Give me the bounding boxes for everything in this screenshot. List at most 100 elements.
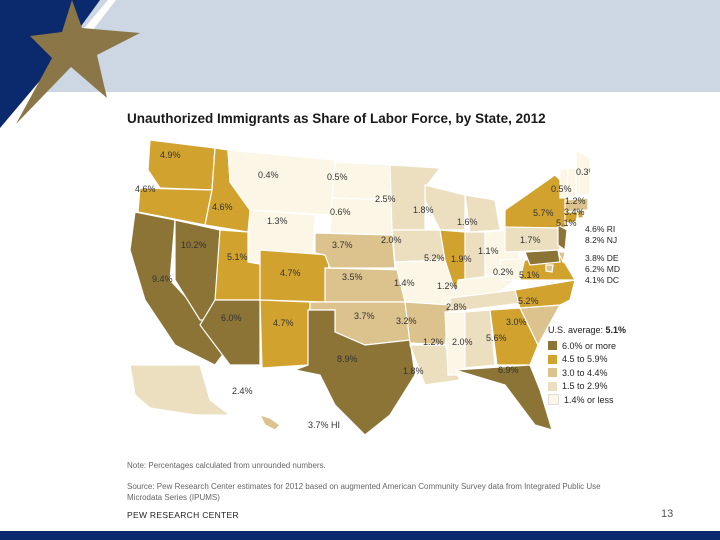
- state-label-NC: 5.2%: [518, 296, 539, 306]
- state-label-LA: 1.8%: [403, 366, 424, 376]
- state-label-VA: 5.1%: [519, 270, 540, 280]
- state-NJ: [557, 223, 568, 252]
- state-label-GA: 5.6%: [486, 333, 507, 343]
- note: Note: Percentages calculated from unroun…: [127, 461, 326, 470]
- state-label-TX: 8.9%: [337, 354, 358, 364]
- source: Source: Pew Research Center estimates fo…: [127, 482, 601, 502]
- state-label-OR: 4.6%: [135, 184, 156, 194]
- state-label-MT: 0.4%: [258, 170, 279, 180]
- legend-item: 1.4% or less: [548, 393, 626, 407]
- state-label-IL: 5.2%: [424, 253, 445, 263]
- state-label-WY: 1.3%: [267, 216, 288, 226]
- state-TX: [292, 309, 416, 436]
- legend-swatch: [548, 381, 557, 391]
- state-label-MO: 1.4%: [394, 278, 415, 288]
- state-label-KS: 3.5%: [342, 272, 363, 282]
- legend-item: 6.0% or more: [548, 339, 626, 353]
- state-label-TN: 2.8%: [446, 302, 467, 312]
- state-AL: [464, 309, 496, 369]
- state-label-OK: 3.7%: [354, 311, 375, 321]
- state-NC: [514, 279, 576, 309]
- state-NM: [259, 299, 311, 369]
- small-state-MD: 6.2% MD: [585, 264, 620, 274]
- state-ME: [575, 148, 590, 196]
- corner-star-logo: [0, 0, 140, 140]
- state-label-OH: 1.1%: [478, 246, 499, 256]
- small-state-DC: 4.1% DC: [585, 275, 620, 285]
- chart-title: Unauthorized Immigrants as Share of Labo…: [127, 111, 546, 126]
- state-label-NM: 4.7%: [273, 318, 294, 328]
- legend-swatch: [548, 354, 557, 364]
- state-label-NE: 3.7%: [332, 240, 353, 250]
- state-GA: [489, 307, 539, 366]
- state-label-AL: 2.0%: [452, 337, 473, 347]
- legend-label: 6.0% or more: [562, 340, 617, 351]
- org-name: PEW RESEARCH CENTER: [127, 510, 239, 520]
- state-label-MS: 1.2%: [423, 337, 444, 347]
- page-number: 13: [661, 508, 674, 520]
- state-MT: [227, 149, 336, 216]
- legend-label: 4.5 to 5.9%: [562, 354, 608, 365]
- state-label-WV: 0.2%: [493, 267, 514, 277]
- state-WA: [147, 140, 216, 191]
- state-WI: [424, 184, 466, 231]
- state-label-SC: 3.0%: [506, 317, 527, 327]
- small-state-DE: 3.8% DE: [585, 253, 619, 263]
- state-label-FL: 6.9%: [498, 365, 519, 375]
- legend: U.S. average: 5.1% 6.0% or more 4.5 to 5.…: [548, 325, 627, 407]
- legend-swatch: [548, 368, 557, 378]
- state-MA: [564, 197, 589, 213]
- state-KS: [324, 267, 406, 303]
- legend-item: 3.0 to 4.4%: [548, 366, 626, 380]
- state-label-MA: 3.4%: [564, 207, 585, 217]
- state-label-NH: 1.2%: [565, 196, 586, 206]
- state-WV: [499, 257, 526, 281]
- state-label-MN: 2.5%: [375, 194, 396, 204]
- state-label-SD: 0.6%: [330, 207, 351, 217]
- small-state-callouts: 4.6% RI 8.2% NJ 3.8% DE 6.2% MD 4.1% DC: [585, 224, 620, 286]
- state-label-IN: 1.9%: [451, 254, 472, 264]
- state-MD: [524, 249, 561, 266]
- state-label-ND: 0.5%: [327, 172, 348, 182]
- state-FL: [454, 364, 553, 431]
- state-MN: [389, 164, 442, 231]
- state-CT: [564, 211, 579, 224]
- bottom-bar: [0, 531, 720, 540]
- state-label-CO: 4.7%: [280, 268, 301, 278]
- star-icon: [16, 0, 140, 124]
- state-DE: [557, 251, 566, 264]
- state-label-PA: 1.7%: [520, 235, 541, 245]
- state-MS: [444, 311, 466, 376]
- state-RI: [577, 209, 584, 219]
- state-KY: [454, 274, 517, 299]
- state-label-CT: 5.1%: [556, 218, 577, 228]
- state-HI: [258, 414, 281, 431]
- small-state-RI: 4.6% RI: [585, 224, 616, 234]
- state-label-VT: 0.5%: [551, 184, 572, 194]
- legend-item: 1.5 to 2.9%: [548, 380, 626, 394]
- state-label-WA: 4.9%: [160, 150, 181, 160]
- header-band: [0, 0, 720, 92]
- state-MI: [464, 194, 501, 233]
- legend-label: 1.4% or less: [564, 394, 614, 405]
- legend-label: 1.5 to 2.9%: [562, 381, 608, 392]
- legend-swatch: [548, 341, 557, 351]
- state-label-IA: 2.0%: [381, 235, 402, 245]
- state-label-HI: 3.7% HI: [308, 420, 340, 430]
- state-label-MI: 1.6%: [457, 217, 478, 227]
- state-label-CA: 9.4%: [152, 274, 173, 284]
- state-AK: [129, 364, 232, 416]
- state-label-AR: 3.2%: [396, 316, 417, 326]
- state-label-AK: 2.4%: [232, 386, 253, 396]
- state-NH: [566, 167, 577, 199]
- state-label-WI: 1.8%: [413, 205, 434, 215]
- legend-item: 4.5 to 5.9%: [548, 353, 626, 367]
- state-label-NY: 5.7%: [533, 208, 554, 218]
- small-state-NJ: 8.2% NJ: [585, 235, 618, 245]
- state-label-KY: 1.2%: [437, 281, 458, 291]
- legend-swatch: [548, 394, 559, 406]
- state-label-ID: 4.6%: [212, 202, 233, 212]
- state-label-AZ: 6.0%: [221, 313, 242, 323]
- state-label-NV: 10.2%: [181, 240, 207, 250]
- state-DC: [545, 264, 554, 273]
